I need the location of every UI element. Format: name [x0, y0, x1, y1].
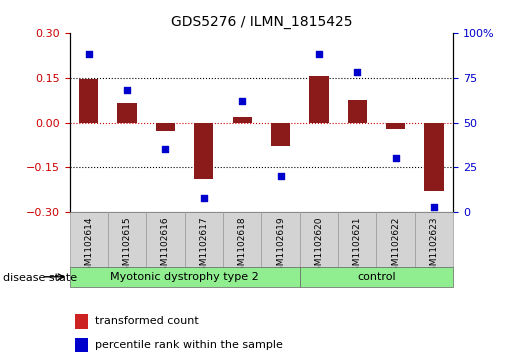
- Text: percentile rank within the sample: percentile rank within the sample: [95, 340, 283, 350]
- FancyBboxPatch shape: [261, 212, 300, 267]
- Text: GSM1102623: GSM1102623: [430, 217, 438, 277]
- FancyBboxPatch shape: [415, 212, 453, 267]
- FancyBboxPatch shape: [376, 212, 415, 267]
- Point: [353, 69, 362, 75]
- Bar: [194, 123, 213, 179]
- Point: [315, 51, 323, 57]
- Text: transformed count: transformed count: [95, 316, 199, 326]
- Text: control: control: [357, 272, 396, 282]
- Point: [123, 87, 131, 93]
- Text: GSM1102617: GSM1102617: [199, 217, 208, 277]
- Point: [391, 155, 400, 161]
- Text: GSM1102615: GSM1102615: [123, 217, 131, 277]
- Point: [430, 204, 438, 210]
- FancyBboxPatch shape: [184, 212, 223, 267]
- Bar: [156, 123, 175, 131]
- Point: [84, 51, 93, 57]
- Point: [161, 147, 169, 152]
- Text: GSM1102622: GSM1102622: [391, 217, 400, 277]
- Text: GSM1102621: GSM1102621: [353, 217, 362, 277]
- FancyBboxPatch shape: [108, 212, 146, 267]
- Bar: [271, 123, 290, 147]
- Text: GSM1102614: GSM1102614: [84, 217, 93, 277]
- Point: [200, 195, 208, 201]
- FancyBboxPatch shape: [146, 212, 184, 267]
- Bar: [233, 117, 252, 123]
- FancyBboxPatch shape: [223, 212, 261, 267]
- FancyBboxPatch shape: [70, 212, 108, 267]
- FancyBboxPatch shape: [338, 212, 376, 267]
- Text: Myotonic dystrophy type 2: Myotonic dystrophy type 2: [110, 272, 259, 282]
- FancyBboxPatch shape: [70, 267, 300, 287]
- Text: GSM1102616: GSM1102616: [161, 217, 170, 277]
- Bar: [348, 100, 367, 123]
- Text: GSM1102618: GSM1102618: [238, 217, 247, 277]
- Point: [277, 174, 285, 179]
- FancyBboxPatch shape: [300, 267, 453, 287]
- Text: disease state: disease state: [3, 273, 77, 284]
- Bar: [117, 103, 136, 123]
- Bar: [386, 123, 405, 129]
- Text: GSM1102619: GSM1102619: [276, 217, 285, 277]
- Bar: [424, 123, 443, 191]
- Bar: [310, 76, 329, 123]
- Title: GDS5276 / ILMN_1815425: GDS5276 / ILMN_1815425: [170, 15, 352, 29]
- FancyBboxPatch shape: [300, 212, 338, 267]
- Text: GSM1102620: GSM1102620: [315, 217, 323, 277]
- Point: [238, 98, 246, 104]
- Bar: [79, 79, 98, 123]
